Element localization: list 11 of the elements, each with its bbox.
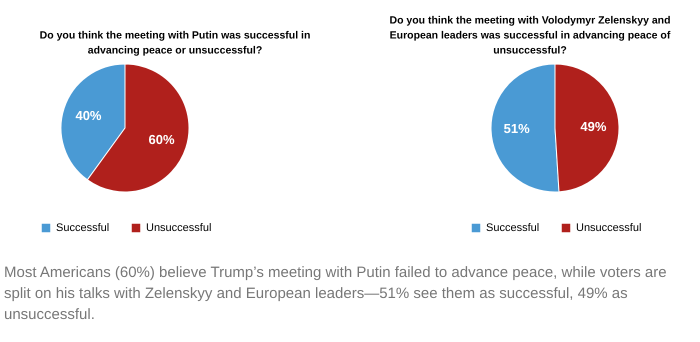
data-label: 51% [504, 121, 530, 136]
chart-title: Do you think the meeting with Volodymyr Zelenskyy and European leaders was successful in advancing peace of unsuccessful? [389, 14, 671, 56]
legend-label: Unsuccessful [576, 222, 642, 234]
data-label: 60% [148, 132, 175, 147]
chart-title: Do you think the meeting with Putin was successful in advancing peace or unsuccessful? [40, 30, 310, 56]
text: Most Americans (60%) believe Trump’s meeting with Putin failed to advance peace, while voters are split on his talks with Zelenskyy and European leaders—51% see them as successful, 49% as unsuccessful. [4, 263, 668, 325]
legend-label: Unsuccessful [146, 222, 212, 234]
data-label: 49% [580, 118, 607, 134]
legend-label: Successful [56, 222, 110, 234]
legend-label: Successful [486, 222, 540, 234]
data-label: 40% [75, 108, 102, 124]
